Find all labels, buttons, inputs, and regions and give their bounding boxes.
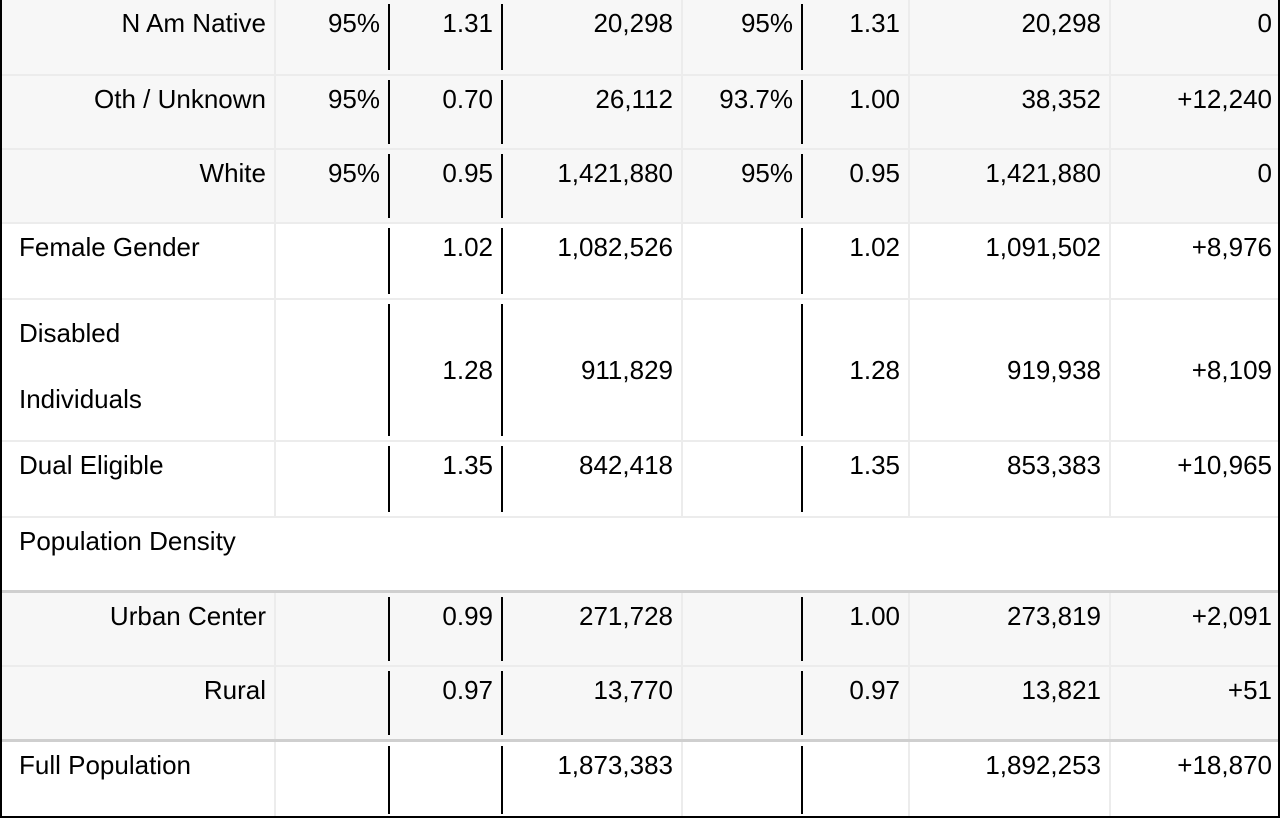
row-label: Dual Eligible — [0, 442, 274, 518]
cell-factor-before: 1.28 — [388, 300, 501, 442]
row-label-line1: Disabled — [19, 318, 121, 348]
cell-count-before: 271,728 — [501, 593, 681, 667]
cell-factor-after — [801, 742, 908, 818]
table-border-bottom — [0, 816, 1280, 818]
row-label: Female Gender — [0, 224, 274, 300]
cell-count-before: 842,418 — [501, 442, 681, 518]
cell-percent-before — [274, 667, 388, 741]
cell-count-after: 38,352 — [908, 76, 1109, 150]
cell-percent-after — [681, 742, 801, 818]
cell-factor-after: 0.95 — [801, 150, 908, 224]
cell-percent-after — [681, 593, 801, 667]
cell-count-before: 911,829 — [501, 300, 681, 442]
cell-factor-before: 0.99 — [388, 593, 501, 667]
cell-percent-after: 93.7% — [681, 76, 801, 150]
cell-percent-after — [681, 667, 801, 741]
section-header-label: Population Density — [19, 526, 236, 556]
table-row: Disabled Individuals 1.28 911,829 1.28 9… — [0, 300, 1280, 442]
cell-count-after: 20,298 — [908, 0, 1109, 76]
cell-factor-before: 0.97 — [388, 667, 501, 741]
section-divider — [0, 590, 1280, 593]
cell-count-before: 1,421,880 — [501, 150, 681, 224]
cell-change: +8,109 — [1109, 300, 1280, 442]
cell-count-after: 1,421,880 — [908, 150, 1109, 224]
row-label: Disabled Individuals — [0, 300, 274, 442]
table-row: Urban Center 0.99 271,728 1.00 273,819 +… — [0, 593, 1280, 667]
cell-count-after: 1,091,502 — [908, 224, 1109, 300]
table-border-right — [1278, 0, 1280, 818]
cell-percent-after — [681, 224, 801, 300]
cell-percent-after: 95% — [681, 150, 801, 224]
cell-percent-before — [274, 442, 388, 518]
cell-percent-before — [274, 224, 388, 300]
cell-count-after: 853,383 — [908, 442, 1109, 518]
cell-change: 0 — [1109, 0, 1280, 76]
row-label: White — [0, 150, 274, 224]
section-header-row: Population Density — [0, 518, 1280, 592]
table-row: Oth / Unknown 95% 0.70 26,112 93.7% 1.00… — [0, 76, 1280, 150]
cell-count-before: 1,082,526 — [501, 224, 681, 300]
cell-factor-before: 1.02 — [388, 224, 501, 300]
row-label: Urban Center — [0, 593, 274, 667]
cell-factor-before: 1.35 — [388, 442, 501, 518]
cell-percent-after — [681, 442, 801, 518]
cell-factor-after: 0.97 — [801, 667, 908, 741]
cell-factor-before: 1.31 — [388, 0, 501, 76]
cell-factor-after: 1.00 — [801, 593, 908, 667]
cell-change: +8,976 — [1109, 224, 1280, 300]
table-border-left — [0, 0, 2, 818]
cell-change: +51 — [1109, 667, 1280, 741]
cell-change: 0 — [1109, 150, 1280, 224]
row-label: N Am Native — [0, 0, 274, 76]
row-label: Oth / Unknown — [0, 76, 274, 150]
cell-percent-after — [681, 300, 801, 442]
row-label-line2: Individuals — [19, 384, 142, 414]
cell-count-after: 273,819 — [908, 593, 1109, 667]
cell-percent-before — [274, 300, 388, 442]
cell-percent-after: 95% — [681, 0, 801, 76]
row-label: Rural — [0, 667, 274, 741]
cell-factor-after: 1.02 — [801, 224, 908, 300]
cell-change: +10,965 — [1109, 442, 1280, 518]
cell-count-after: 919,938 — [908, 300, 1109, 442]
cell-percent-before: 95% — [274, 150, 388, 224]
cell-percent-before — [274, 742, 388, 818]
cell-percent-before — [274, 593, 388, 667]
cell-change: +12,240 — [1109, 76, 1280, 150]
cell-count-before: 26,112 — [501, 76, 681, 150]
table-row: Female Gender 1.02 1,082,526 1.02 1,091,… — [0, 224, 1280, 300]
cell-percent-before: 95% — [274, 0, 388, 76]
cell-change: +18,870 — [1109, 742, 1280, 818]
table-row: Dual Eligible 1.35 842,418 1.35 853,383 … — [0, 442, 1280, 518]
cell-factor-before: 0.70 — [388, 76, 501, 150]
row-label: Full Population — [19, 750, 191, 780]
cell-count-before: 20,298 — [501, 0, 681, 76]
cell-count-after: 1,892,253 — [908, 742, 1109, 818]
table-row: White 95% 0.95 1,421,880 95% 0.95 1,421,… — [0, 150, 1280, 224]
totals-divider — [0, 739, 1280, 742]
cell-count-after: 13,821 — [908, 667, 1109, 741]
table-row-total: Full Population 1,873,383 1,892,253 +18,… — [0, 742, 1280, 818]
table-row: N Am Native 95% 1.31 20,298 95% 1.31 20,… — [0, 0, 1280, 76]
cell-count-before: 1,873,383 — [501, 742, 681, 818]
cell-percent-before: 95% — [274, 76, 388, 150]
cell-factor-before — [388, 742, 501, 818]
cell-factor-after: 1.35 — [801, 442, 908, 518]
cell-factor-before: 0.95 — [388, 150, 501, 224]
cell-change: +2,091 — [1109, 593, 1280, 667]
cell-factor-after: 1.31 — [801, 0, 908, 76]
cell-factor-after: 1.00 — [801, 76, 908, 150]
cell-count-before: 13,770 — [501, 667, 681, 741]
table-row: Rural 0.97 13,770 0.97 13,821 +51 — [0, 667, 1280, 741]
cell-factor-after: 1.28 — [801, 300, 908, 442]
